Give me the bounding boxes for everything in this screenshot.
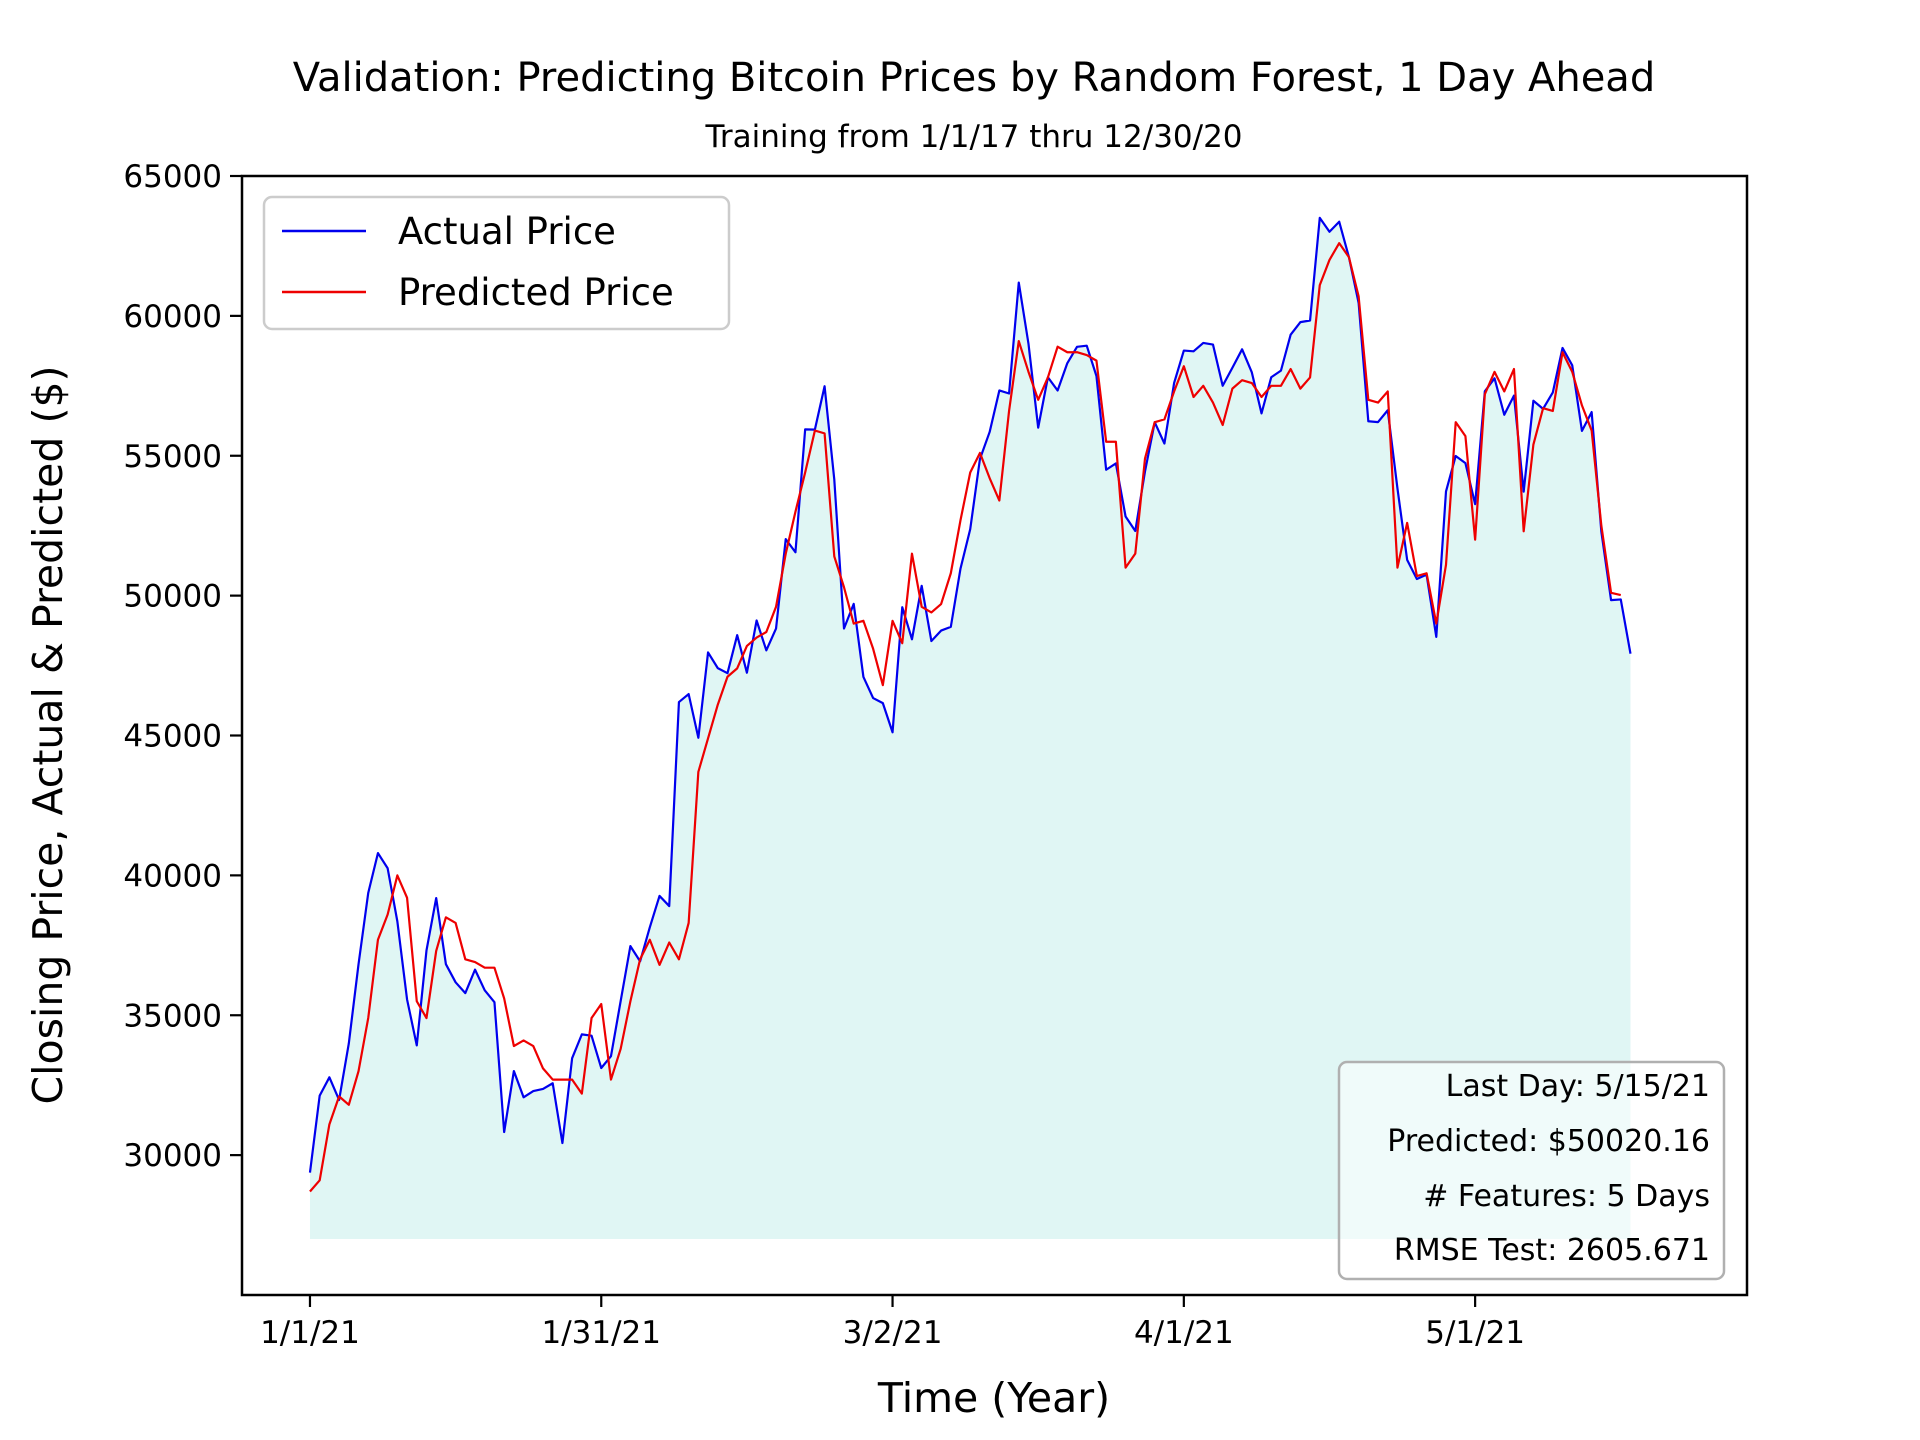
y-tick-label: 40000 <box>123 858 222 894</box>
x-axis-label: Time (Year) <box>877 1374 1110 1422</box>
chart-subtitle: Training from 1/1/17 thru 12/30/20 <box>704 119 1242 155</box>
x-tick-label: 5/1/21 <box>1425 1315 1525 1351</box>
y-tick-label: 30000 <box>123 1138 222 1174</box>
legend-label-actual: Actual Price <box>398 210 616 253</box>
legend: Actual Price Predicted Price <box>262 195 731 331</box>
y-tick-label: 65000 <box>123 159 222 195</box>
y-axis-ticks: 30000 35000 40000 45000 50000 55000 60000 65000 <box>123 159 242 1174</box>
y-tick-label: 60000 <box>123 299 222 335</box>
area-fill-group <box>309 217 1631 1240</box>
info-box-frame <box>1337 1060 1726 1281</box>
y-axis-label: Closing Price, Actual & Predicted ($) <box>24 365 72 1104</box>
y-tick-label: 50000 <box>123 579 222 615</box>
chart-title: Validation: Predicting Bitcoin Prices by… <box>293 55 1655 101</box>
series-line-predicted <box>309 242 1622 1193</box>
info-box: Last Day: 5/15/21 Predicted: $50020.16 #… <box>1337 1060 1726 1281</box>
x-tick-label: 3/2/21 <box>843 1315 943 1351</box>
info-features: # Features: 5 Days <box>1423 1179 1710 1214</box>
x-axis-ticks: 1/1/21 1/31/21 3/2/21 4/1/21 5/1/21 <box>260 1295 1525 1351</box>
info-predicted: Predicted: $50020.16 <box>1387 1124 1710 1159</box>
area-fill <box>309 217 1631 1240</box>
legend-box <box>262 195 731 331</box>
series-line-actual <box>308 216 1632 1173</box>
legend-label-predicted: Predicted Price <box>398 271 674 314</box>
series-group <box>308 216 1632 1193</box>
y-tick-label: 35000 <box>123 998 222 1034</box>
y-tick-label: 45000 <box>123 719 222 755</box>
info-last-day: Last Day: 5/15/21 <box>1446 1069 1710 1104</box>
info-rmse: RMSE Test: 2605.671 <box>1394 1233 1710 1268</box>
y-tick-label: 55000 <box>123 439 222 475</box>
x-tick-label: 1/31/21 <box>542 1315 662 1351</box>
x-tick-label: 1/1/21 <box>260 1315 360 1351</box>
x-tick-label: 4/1/21 <box>1134 1315 1234 1351</box>
